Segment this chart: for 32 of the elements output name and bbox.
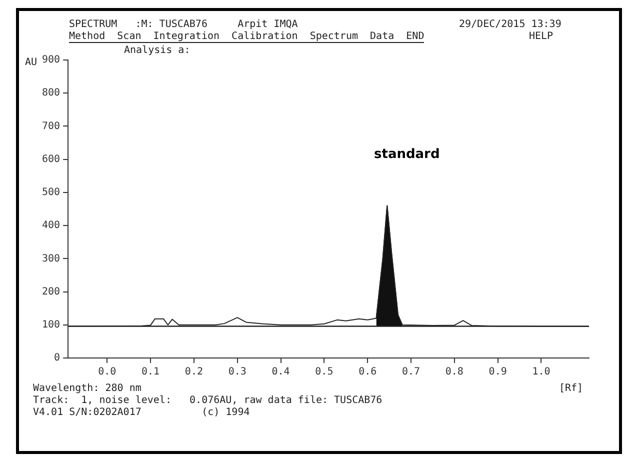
- y-tick-label: 600: [42, 154, 60, 165]
- chart-title: SPECTRUM :M: TUSCAB76 Arpit IMQA: [69, 19, 298, 30]
- x-tick-label: 0.5: [315, 366, 334, 378]
- y-axis-title: AU: [25, 57, 38, 68]
- y-tick-label: 200: [42, 286, 60, 298]
- x-tick-label: 0.1: [142, 366, 160, 378]
- x-tick-label: 0.0: [98, 366, 116, 378]
- text: 29/DEC/2015 13:39: [459, 19, 562, 30]
- x-tick-label: 0.3: [228, 366, 246, 378]
- x-tick-label: 0.8: [445, 366, 464, 378]
- x-tick-label: 0.7: [402, 366, 420, 378]
- text: V4.01 S/N:0202A017 (c) 1994: [33, 407, 250, 418]
- y-tick-label: 700: [42, 120, 60, 132]
- x-tick-label: 0.4: [272, 366, 290, 378]
- text: HELP: [529, 31, 554, 42]
- x-tick-label: 0.6: [358, 366, 377, 378]
- chart-subtitle: Method Scan Integration Calibration Spectrum Data END: [69, 31, 424, 43]
- x-tick-label: 0.9: [488, 366, 507, 378]
- y-tick-label: 900: [42, 54, 60, 66]
- text: Track: 1, noise level: 0.076AU, raw data file: TUSCAB76: [33, 395, 382, 406]
- y-tick-label: 800: [42, 88, 60, 99]
- y-tick-label: 500: [42, 187, 60, 198]
- y-tick-label: 0: [54, 352, 60, 364]
- annotation: standard: [374, 147, 440, 162]
- x-tick-label: 1.0: [532, 366, 550, 378]
- text: Analysis a:: [124, 45, 190, 56]
- text: Wavelength: 280 nm: [33, 383, 142, 394]
- y-tick-label: 100: [42, 319, 60, 330]
- x-tick-label: 0.2: [184, 366, 203, 378]
- y-tick-label: 300: [42, 253, 60, 264]
- y-tick-label: 400: [42, 220, 60, 232]
- x-axis-title: [Rf]: [559, 383, 584, 394]
